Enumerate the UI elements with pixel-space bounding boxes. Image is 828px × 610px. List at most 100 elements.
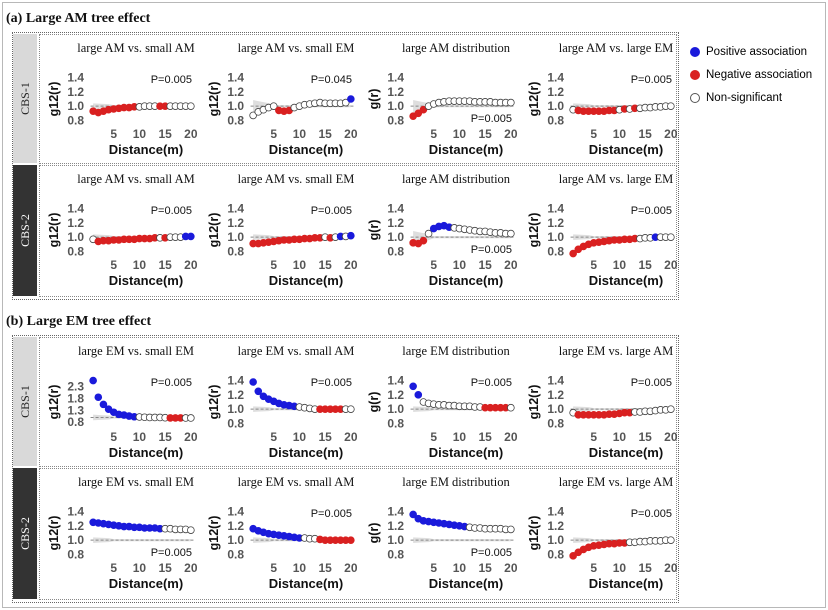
chart-panel-6: large AM vs. small EM 0.81.01.21.4 g12(r) 5… xyxy=(207,172,358,288)
x-tick-label: 10 xyxy=(453,430,467,444)
data-point xyxy=(347,231,355,240)
p-value-label: P=0.045 xyxy=(311,74,352,86)
x-tick-label: 20 xyxy=(664,561,678,575)
p-value-label: P=0.005 xyxy=(151,377,192,389)
y-tick-label: 1.2 xyxy=(227,216,244,230)
chart-panel-11: large EM distribution 0.81.01.21.4 g(r) 5 10… xyxy=(367,344,518,460)
y-tick-label: 1.2 xyxy=(547,388,564,402)
y-tick-label: 1.4 xyxy=(227,71,244,85)
x-tick-label: 10 xyxy=(453,561,467,575)
x-tick-label: 15 xyxy=(478,258,492,272)
x-axis-label: Distance(m) xyxy=(589,142,663,157)
x-tick-label: 10 xyxy=(613,430,627,444)
x-axis-label: Distance(m) xyxy=(269,576,343,591)
x-tick-label: 5 xyxy=(270,127,277,141)
legend-positive: Positive association xyxy=(690,40,812,63)
p-value-label: P=0.005 xyxy=(311,377,352,389)
x-tick-label: 15 xyxy=(318,127,332,141)
data-point xyxy=(269,102,278,110)
y-axis-label: g12(r) xyxy=(47,516,61,551)
x-axis-label: Distance(m) xyxy=(269,142,343,157)
p-value-label: P=0.005 xyxy=(631,205,672,217)
y-axis-label: g12(r) xyxy=(47,213,61,248)
x-tick-label: 5 xyxy=(590,561,597,575)
data-point xyxy=(424,229,433,238)
x-axis-label: Distance(m) xyxy=(109,576,183,591)
chart-title: large AM vs. small EM xyxy=(238,41,355,55)
y-tick-label: 0.8 xyxy=(547,244,564,258)
data-point xyxy=(347,95,355,103)
x-tick-label: 20 xyxy=(184,258,198,272)
section-box-b xyxy=(12,335,679,603)
p-value-label: P=0.005 xyxy=(631,74,672,86)
chart-panel-5: large AM vs. small AM 0.81.01.21.4 g12(r) 5… xyxy=(47,172,198,288)
chart-title: large EM distribution xyxy=(402,475,510,489)
data-point xyxy=(89,376,97,385)
y-tick-label: 1.2 xyxy=(387,388,404,402)
y-tick-label: 1.2 xyxy=(227,85,244,99)
row-label-b1: CBS-1 xyxy=(13,337,37,466)
y-tick-label: 1.2 xyxy=(387,85,404,99)
p-value-label: P=0.005 xyxy=(151,205,192,217)
y-tick-label: 1.0 xyxy=(387,99,404,113)
x-tick-label: 20 xyxy=(184,127,198,141)
p-value-label: P=0.005 xyxy=(471,244,512,256)
legend: Positive association Negative associatio… xyxy=(690,40,812,109)
p-value-label: P=0.005 xyxy=(631,377,672,389)
data-point xyxy=(507,229,515,238)
data-point xyxy=(414,109,423,118)
x-tick-label: 20 xyxy=(504,430,518,444)
row-box-a1 xyxy=(39,34,677,164)
p-value-label: P=0.005 xyxy=(631,508,672,520)
data-point xyxy=(99,400,108,409)
p-value-label: P=0.005 xyxy=(311,205,352,217)
row-box-a2 xyxy=(39,165,677,297)
x-tick-label: 15 xyxy=(318,258,332,272)
y-tick-label: 1.0 xyxy=(67,533,84,547)
y-tick-label: 1.0 xyxy=(387,230,404,244)
data-point xyxy=(507,525,515,534)
y-axis-label: g12(r) xyxy=(47,82,61,117)
chart-title: large AM vs. small AM xyxy=(77,41,194,55)
x-tick-label: 10 xyxy=(293,430,307,444)
x-tick-label: 15 xyxy=(318,561,332,575)
data-point xyxy=(249,111,257,120)
data-point xyxy=(187,102,195,110)
y-tick-label: 1.4 xyxy=(227,202,244,216)
chart-title: large AM vs. large EM xyxy=(559,172,673,186)
x-tick-label: 15 xyxy=(478,430,492,444)
y-axis-label: g12(r) xyxy=(207,516,221,551)
p-value-label: P=0.005 xyxy=(151,74,192,86)
x-tick-label: 10 xyxy=(613,561,627,575)
x-tick-label: 20 xyxy=(504,127,518,141)
y-tick-label: 0.8 xyxy=(227,416,244,430)
legend-nonsig-label: Non-significant xyxy=(706,91,783,104)
x-tick-label: 5 xyxy=(430,561,437,575)
chart-title: large EM vs. large AM xyxy=(559,344,673,358)
chart-title: large EM vs. small AM xyxy=(238,475,355,489)
y-tick-label: 0.8 xyxy=(67,244,84,258)
chart-title: large AM vs. large EM xyxy=(559,41,673,55)
data-point xyxy=(341,98,350,107)
p-value-label: P=0.005 xyxy=(471,547,512,559)
chart-title: large AM distribution xyxy=(402,41,511,55)
y-tick-label: 1.2 xyxy=(67,216,84,230)
chart-title: large EM vs. small EM xyxy=(78,344,194,358)
data-point xyxy=(507,403,515,412)
chart-title: large EM vs. small EM xyxy=(78,475,194,489)
x-tick-label: 5 xyxy=(110,127,117,141)
x-tick-label: 5 xyxy=(270,430,277,444)
y-tick-label: 0.8 xyxy=(547,113,564,127)
data-point xyxy=(507,98,515,107)
chart-panel-3: large AM distribution 0.81.01.21.4 g(r) 5 10… xyxy=(367,41,518,157)
data-point xyxy=(419,105,428,114)
x-tick-label: 20 xyxy=(344,561,358,575)
y-tick-label: 1.2 xyxy=(227,519,244,533)
y-tick-label: 1.4 xyxy=(547,374,564,388)
y-tick-label: 0.8 xyxy=(547,416,564,430)
x-axis-label: Distance(m) xyxy=(429,273,503,288)
y-tick-label: 1.4 xyxy=(547,71,564,85)
y-axis-label: g(r) xyxy=(367,392,381,413)
y-tick-label: 1.2 xyxy=(387,216,404,230)
y-axis-label: g12(r) xyxy=(207,385,221,420)
